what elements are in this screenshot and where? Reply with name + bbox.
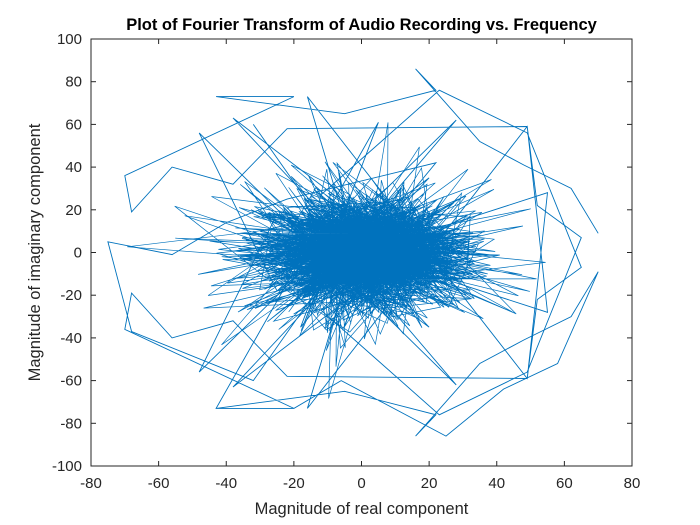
x-tick-label: 80 [624,475,641,492]
x-tick-label: 20 [421,475,438,492]
x-tick-label: -60 [148,475,170,492]
x-tick-label: -40 [215,475,237,492]
y-tick-label: 80 [65,74,82,91]
y-tick-label: -80 [60,415,82,432]
x-tick-label: 40 [488,475,505,492]
y-tick-label: 100 [57,31,82,48]
y-tick-label: 0 [74,245,82,262]
x-tick-label: -80 [80,475,102,492]
series-layer [107,68,599,437]
y-axis-label: Magnitude of imaginary component [26,123,44,381]
x-tick-label: 60 [556,475,573,492]
y-tick-label: -40 [60,330,82,347]
y-tick-label: 60 [65,116,82,133]
y-tick-label: 20 [65,202,82,219]
y-tick-label: -100 [52,458,82,475]
chart-title: Plot of Fourier Transform of Audio Recor… [126,16,597,34]
x-tick-label: 0 [357,475,365,492]
y-tick-label: -20 [60,287,82,304]
y-axis-ticks: -100 -80 -60 -40 -20 0 20 40 60 80 100 [52,31,632,475]
y-tick-label: -60 [60,373,82,390]
x-axis-label: Magnitude of real component [255,500,469,518]
series-dense-core-1 [127,122,546,399]
x-tick-label: -20 [283,475,305,492]
y-tick-label: 40 [65,159,82,176]
x-axis-ticks: -80 -60 -40 -20 0 20 40 60 80 [80,39,640,492]
